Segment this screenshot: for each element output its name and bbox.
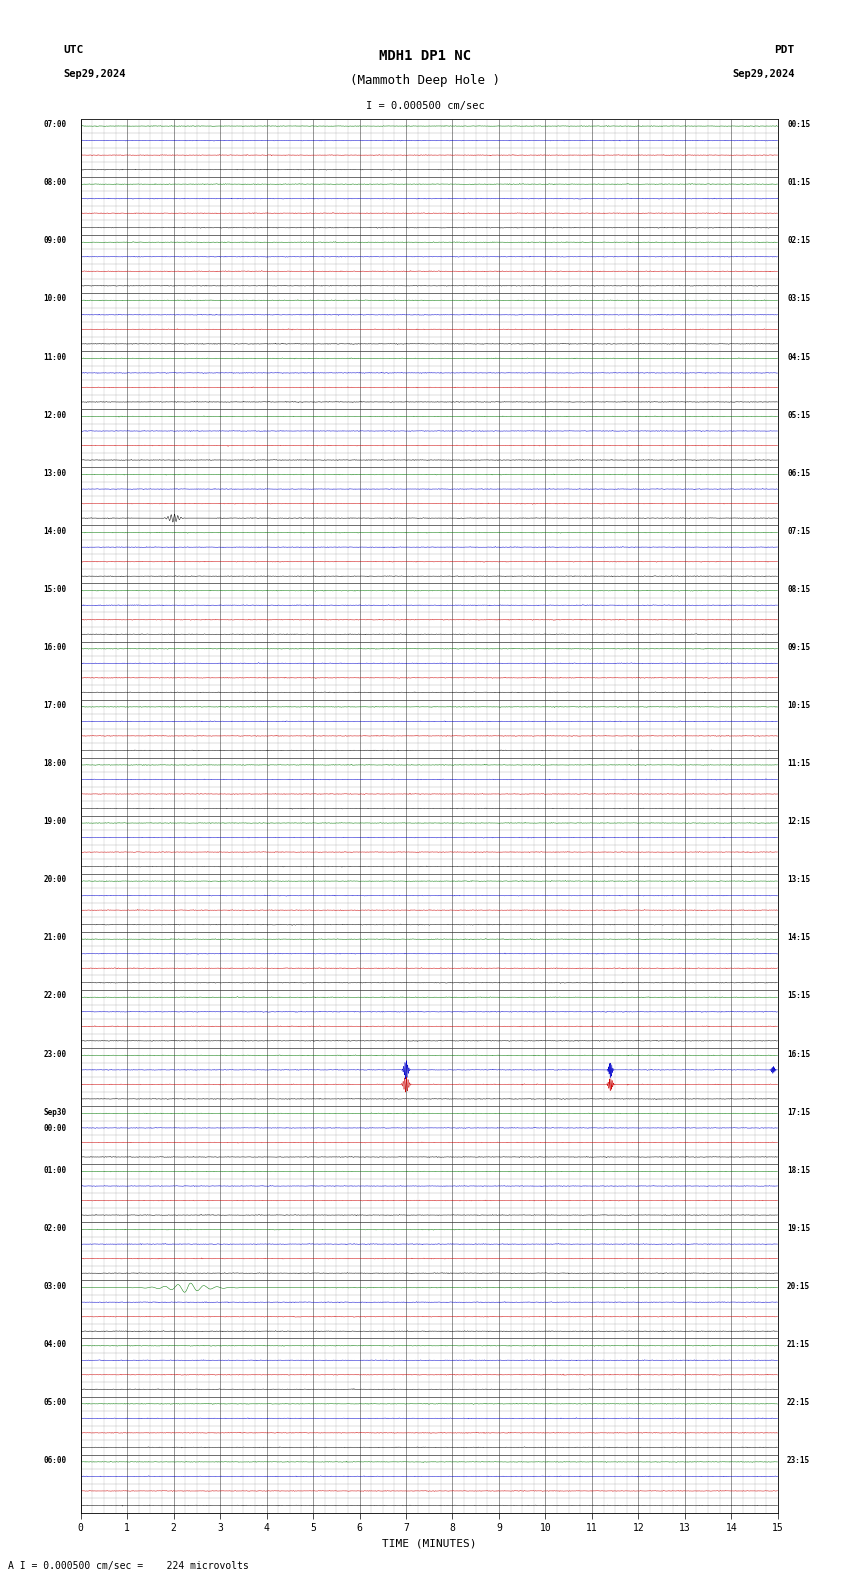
Text: 18:00: 18:00 <box>43 759 67 768</box>
Text: I = 0.000500 cm/sec: I = 0.000500 cm/sec <box>366 101 484 111</box>
Text: Sep30: Sep30 <box>43 1107 67 1117</box>
Text: 02:00: 02:00 <box>43 1224 67 1232</box>
Text: 10:00: 10:00 <box>43 295 67 304</box>
Text: 00:15: 00:15 <box>787 120 810 130</box>
Text: 15:00: 15:00 <box>43 584 67 594</box>
Text: 14:15: 14:15 <box>787 933 810 942</box>
Text: 04:00: 04:00 <box>43 1340 67 1350</box>
Text: 05:00: 05:00 <box>43 1399 67 1407</box>
Text: A I = 0.000500 cm/sec =    224 microvolts: A I = 0.000500 cm/sec = 224 microvolts <box>8 1562 249 1571</box>
Text: (Mammoth Deep Hole ): (Mammoth Deep Hole ) <box>350 74 500 87</box>
X-axis label: TIME (MINUTES): TIME (MINUTES) <box>382 1538 477 1549</box>
Text: MDH1 DP1 NC: MDH1 DP1 NC <box>379 49 471 63</box>
Text: 23:00: 23:00 <box>43 1050 67 1058</box>
Text: 01:15: 01:15 <box>787 179 810 187</box>
Text: 00:00: 00:00 <box>43 1123 67 1133</box>
Text: 11:15: 11:15 <box>787 759 810 768</box>
Text: UTC: UTC <box>64 46 84 55</box>
Text: 20:00: 20:00 <box>43 876 67 884</box>
Text: 20:15: 20:15 <box>787 1281 810 1291</box>
Text: 10:15: 10:15 <box>787 702 810 710</box>
Text: 13:00: 13:00 <box>43 469 67 478</box>
Text: 08:00: 08:00 <box>43 179 67 187</box>
Text: 07:15: 07:15 <box>787 527 810 535</box>
Text: 07:00: 07:00 <box>43 120 67 130</box>
Text: 08:15: 08:15 <box>787 584 810 594</box>
Text: 12:00: 12:00 <box>43 410 67 420</box>
Text: 18:15: 18:15 <box>787 1166 810 1175</box>
Text: 03:00: 03:00 <box>43 1281 67 1291</box>
Text: 04:15: 04:15 <box>787 353 810 361</box>
Text: PDT: PDT <box>774 46 795 55</box>
Text: 15:15: 15:15 <box>787 992 810 1001</box>
Text: 12:15: 12:15 <box>787 817 810 827</box>
Text: 13:15: 13:15 <box>787 876 810 884</box>
Text: 09:00: 09:00 <box>43 236 67 246</box>
Text: 06:00: 06:00 <box>43 1456 67 1465</box>
Text: 21:00: 21:00 <box>43 933 67 942</box>
Text: 19:00: 19:00 <box>43 817 67 827</box>
Text: Sep29,2024: Sep29,2024 <box>732 70 795 79</box>
Text: 22:00: 22:00 <box>43 992 67 1001</box>
Text: 16:00: 16:00 <box>43 643 67 653</box>
Text: 03:15: 03:15 <box>787 295 810 304</box>
Text: 01:00: 01:00 <box>43 1166 67 1175</box>
Text: 14:00: 14:00 <box>43 527 67 535</box>
Text: 11:00: 11:00 <box>43 353 67 361</box>
Text: 02:15: 02:15 <box>787 236 810 246</box>
Text: 22:15: 22:15 <box>787 1399 810 1407</box>
Text: 09:15: 09:15 <box>787 643 810 653</box>
Text: 17:15: 17:15 <box>787 1107 810 1117</box>
Text: 19:15: 19:15 <box>787 1224 810 1232</box>
Text: 05:15: 05:15 <box>787 410 810 420</box>
Text: 16:15: 16:15 <box>787 1050 810 1058</box>
Text: 17:00: 17:00 <box>43 702 67 710</box>
Text: 06:15: 06:15 <box>787 469 810 478</box>
Text: 23:15: 23:15 <box>787 1456 810 1465</box>
Text: Sep29,2024: Sep29,2024 <box>64 70 127 79</box>
Text: 21:15: 21:15 <box>787 1340 810 1350</box>
